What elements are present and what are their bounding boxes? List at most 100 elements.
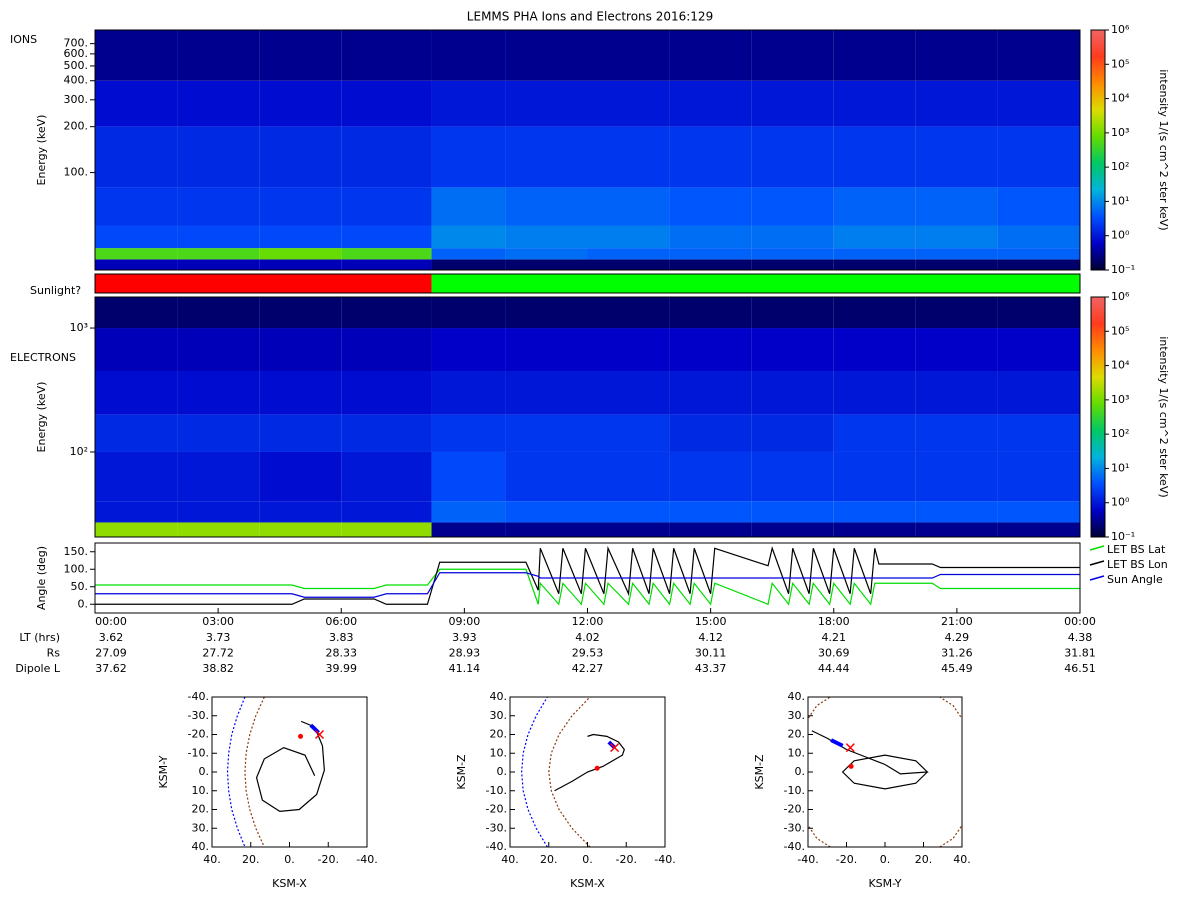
colorbar-tick-label: 10⁰ [1111, 229, 1130, 242]
heatmap-cell [587, 297, 670, 329]
heatmap-cell [915, 80, 998, 127]
heatmap-cell [751, 225, 834, 249]
heatmap-cell [259, 297, 342, 329]
heatmap-cell [587, 30, 670, 81]
heatmap-cell [341, 80, 432, 127]
position-dot [298, 733, 304, 739]
heatmap-cell [505, 414, 588, 452]
x-tick-label: 40. [501, 853, 519, 866]
legend-label: LET BS Lat [1107, 543, 1166, 556]
y-axis-label: KSM-Y [157, 755, 170, 788]
x-tick-label: 20. [915, 853, 933, 866]
heatmap-cell [751, 451, 834, 502]
frame [94, 29, 1081, 271]
y-tick-label: -20. [784, 803, 805, 816]
heatmap-cell [833, 451, 916, 502]
heatmap-cell [341, 328, 432, 372]
y-tick-label: -40. [188, 690, 209, 703]
heatmap-cell [505, 297, 588, 329]
heatmap-cell [997, 30, 1080, 81]
heatmap-cell [751, 30, 834, 81]
ephemeris-row-label: Dipole L [15, 662, 61, 675]
legend-label: LET BS Lon [1107, 558, 1168, 571]
heatmap-cell [669, 259, 752, 270]
heatmap-cell [751, 328, 834, 372]
heatmap-cell [177, 248, 260, 260]
heatmap-cell [341, 522, 432, 537]
colorbar-tick-label: 10⁶ [1111, 23, 1130, 36]
colorbar-tick-label: 10⁰ [1111, 496, 1130, 509]
heatmap-cell [997, 80, 1080, 127]
heatmap-cell [505, 328, 588, 372]
heatmap-cell [751, 371, 834, 415]
heatmap-cell [915, 371, 998, 415]
heatmap-cell [177, 225, 260, 249]
frame [211, 696, 368, 848]
heatmap-cell [833, 328, 916, 372]
colorbar-tick-label: 10³ [1111, 126, 1129, 139]
heatmap-cell [95, 187, 178, 226]
heatmap-cell [915, 297, 998, 329]
orbit-line [548, 697, 591, 847]
heatmap-cell [997, 522, 1080, 537]
x-tick-label: 40. [953, 853, 971, 866]
heatmap-cell [95, 248, 178, 260]
panel-label: ELECTRONS [10, 351, 76, 364]
heatmap-cell [341, 187, 432, 226]
heatmap-cell [997, 126, 1080, 188]
ephemeris-value: 29.53 [572, 647, 604, 660]
heatmap-cell [95, 126, 178, 188]
orbit-line [808, 697, 962, 847]
y-axis-label: KSM-Z [455, 754, 468, 790]
x-tick-label: 0. [880, 853, 891, 866]
x-tick-label: -20. [318, 853, 339, 866]
x-tick-label: -20. [836, 853, 857, 866]
sunlight-segment [431, 274, 1081, 293]
heatmap-cell [997, 248, 1080, 260]
heatmap-cell [915, 501, 998, 523]
ephemeris-value: 4.02 [575, 631, 600, 644]
heatmap-cell [587, 126, 670, 188]
heatmap-cell [669, 187, 752, 226]
y-tick-label: -40. [784, 840, 805, 853]
x-tick-label: 0. [284, 853, 295, 866]
panel-label: IONS [10, 33, 37, 46]
x-axis-label: KSM-X [272, 877, 307, 890]
orbit-line [811, 730, 929, 790]
y-tick-label: 10. [490, 746, 508, 759]
ephemeris-value: 43.37 [695, 662, 727, 675]
panel-label: Sunlight? [30, 284, 81, 297]
heatmap-cell [177, 451, 260, 502]
legend-label: Sun Angle [1107, 573, 1163, 586]
colorbar-tick-label: 10⁶ [1111, 290, 1130, 303]
heatmap-cell [95, 30, 178, 81]
ephemeris-value: 27.09 [95, 647, 127, 660]
heatmap-cell [587, 187, 670, 226]
heatmap-cell [259, 414, 342, 452]
ephemeris-row-label: LT (hrs) [19, 631, 60, 644]
y-tick-label: 300. [64, 93, 89, 106]
heatmap-cell [915, 522, 998, 537]
heatmap-cell [669, 126, 752, 188]
x-tick-label: 03:00 [202, 615, 234, 628]
ephemeris-value: 31.81 [1064, 647, 1096, 660]
ephemeris-value: 28.93 [449, 647, 481, 660]
heatmap-cell [95, 297, 178, 329]
heatmap-cell [341, 414, 432, 452]
heatmap-cell [341, 225, 432, 249]
heatmap-cell [95, 259, 178, 270]
colorbar-tick-label: 10¹ [1111, 194, 1129, 207]
heatmap-cell [751, 126, 834, 188]
heatmap-cell [751, 414, 834, 452]
heatmap-cell [177, 371, 260, 415]
x-tick-label: 06:00 [325, 615, 357, 628]
x-tick-label: 09:00 [449, 615, 481, 628]
y-tick-label: -10. [188, 746, 209, 759]
ephemeris-value: 3.83 [329, 631, 354, 644]
heatmap-cell [431, 414, 506, 452]
x-tick-label: 00:00 [1064, 615, 1096, 628]
x-tick-label: 12:00 [572, 615, 604, 628]
heatmap-cell [915, 328, 998, 372]
heatmap-cell [177, 297, 260, 329]
